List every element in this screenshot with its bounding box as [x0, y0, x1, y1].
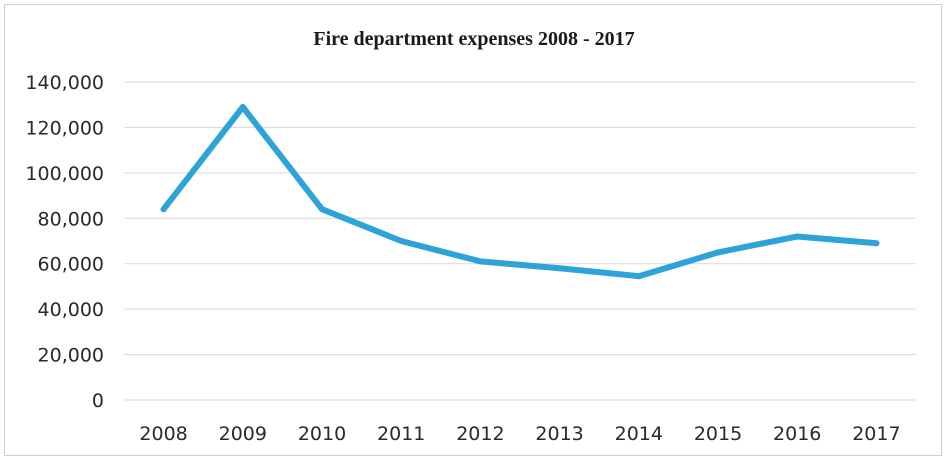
y-tick-label: 80,000: [38, 208, 104, 230]
y-tick-label: 20,000: [38, 345, 104, 367]
data-point-2011: [398, 238, 405, 244]
y-tick-label: 120,000: [25, 117, 104, 139]
x-axis: 2008 2009 2010 2011 2012 2013 2014 2015 2016 2017: [139, 423, 900, 445]
y-tick-label: 60,000: [38, 254, 104, 276]
x-tick-label-2012: 2012: [456, 423, 504, 445]
y-tick-label: 140,000: [25, 72, 104, 94]
x-tick-label-2010: 2010: [298, 423, 346, 445]
x-tick-label-2014: 2014: [615, 423, 663, 445]
data-point-2010: [319, 206, 325, 213]
y-axis: 0 20,000 40,000 60,000 80,000 100,000 120,000 1…: [25, 72, 104, 412]
y-tick-label: 0: [92, 390, 104, 412]
y-tick-label: 40,000: [38, 299, 104, 321]
data-point-2013: [556, 265, 563, 272]
x-tick-label-2011: 2011: [377, 423, 425, 445]
data-point-2015: [715, 249, 721, 256]
x-tick-label-2008: 2008: [139, 423, 187, 445]
gridlines: [124, 81, 916, 401]
x-tick-label-2015: 2015: [694, 423, 742, 445]
series-layer: [160, 103, 880, 280]
data-point-2017: [873, 240, 880, 247]
data-point-2014: [635, 273, 642, 280]
data-point-2012: [477, 258, 484, 265]
x-tick-label-2009: 2009: [219, 423, 267, 445]
x-tick-label-2013: 2013: [535, 423, 583, 445]
data-point-2008: [160, 206, 167, 213]
data-point-2009: [239, 103, 246, 110]
chart-frame: [4, 4, 942, 456]
x-tick-label-2016: 2016: [773, 423, 821, 445]
data-point-2016: [794, 233, 801, 240]
series-line-0: [160, 104, 880, 280]
chart-title: Fire department expenses 2008 - 2017: [313, 28, 635, 50]
x-tick-label-2017: 2017: [852, 423, 900, 445]
y-tick-label: 100,000: [25, 163, 104, 185]
